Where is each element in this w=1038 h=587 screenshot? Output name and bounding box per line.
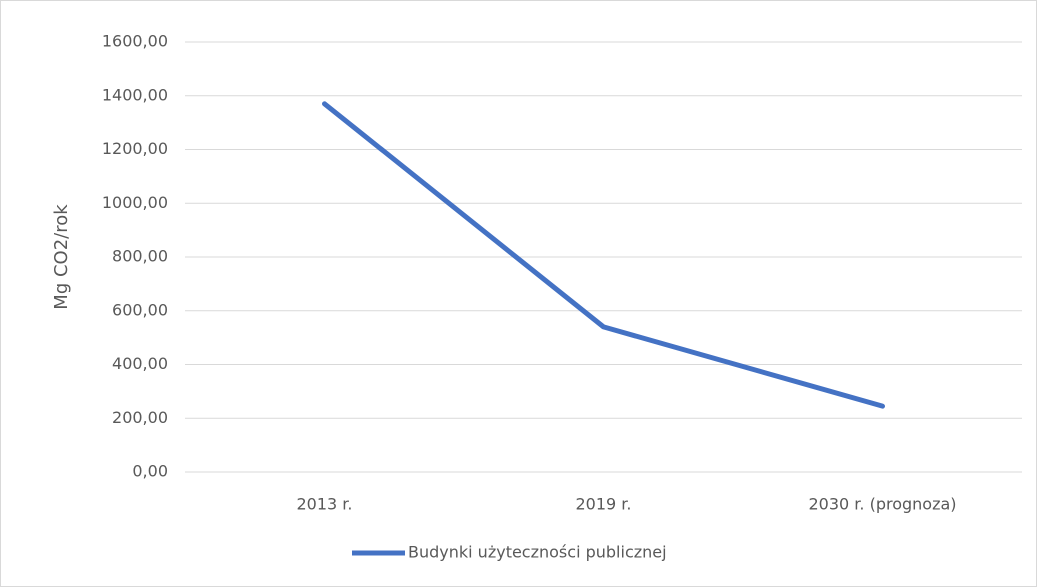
y-tick-label: 0,00: [132, 462, 168, 481]
y-axis-label: Mg CO2/rok: [51, 204, 72, 310]
data-line: [322, 101, 885, 409]
y-tick-label: 1200,00: [102, 139, 168, 158]
x-tick-label: 2019 r.: [576, 495, 632, 514]
y-tick-label: 600,00: [112, 300, 168, 319]
y-tick-label: 1400,00: [102, 85, 168, 104]
y-tick-label: 1000,00: [102, 193, 168, 212]
y-tick-label: 400,00: [112, 354, 168, 373]
legend-label: Budynki użyteczności publicznej: [408, 543, 667, 562]
x-tick-label: 2013 r.: [297, 495, 353, 514]
x-tick-label: 2030 r. (prognoza): [808, 495, 956, 514]
y-tick-label: 800,00: [112, 247, 168, 266]
y-tick-label: 200,00: [112, 408, 168, 427]
y-tick-label: 1600,00: [102, 32, 168, 51]
